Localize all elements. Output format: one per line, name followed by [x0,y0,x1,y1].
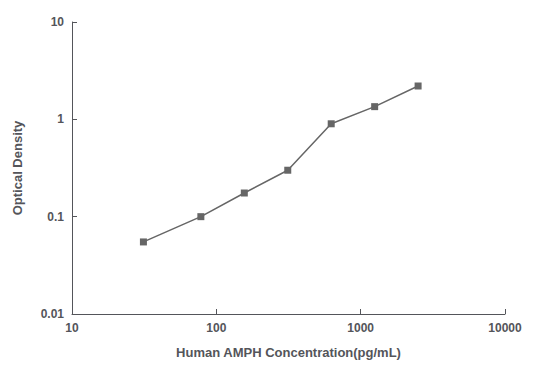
svg-text:0.1: 0.1 [47,210,64,224]
svg-text:1: 1 [57,112,64,126]
svg-text:Optical Density: Optical Density [10,120,25,215]
svg-text:10: 10 [65,321,79,335]
svg-text:1000: 1000 [347,321,374,335]
svg-text:100: 100 [206,321,226,335]
svg-text:10000: 10000 [488,321,522,335]
svg-text:Human AMPH Concentration(pg/mL: Human AMPH Concentration(pg/mL) [176,345,401,360]
svg-text:10: 10 [51,15,65,29]
svg-text:0.01: 0.01 [41,307,65,321]
